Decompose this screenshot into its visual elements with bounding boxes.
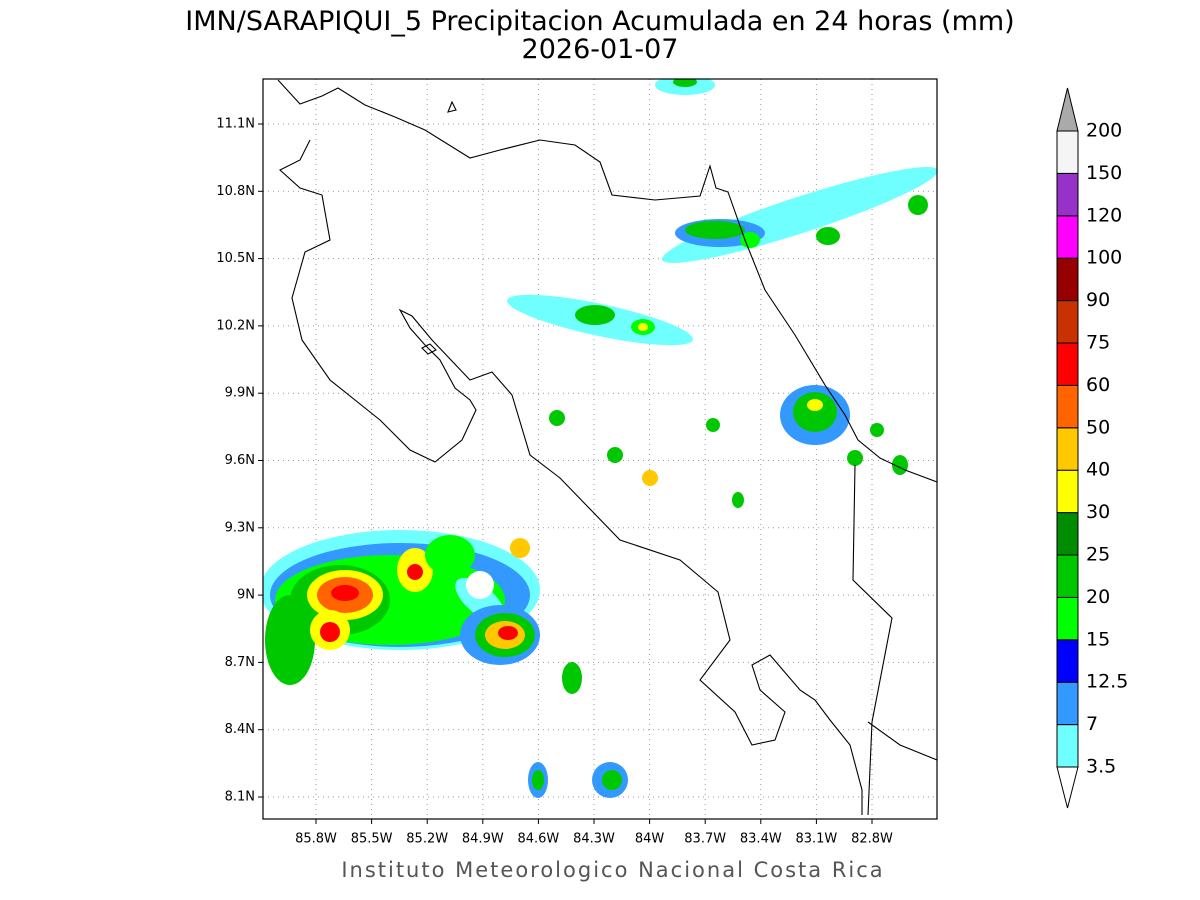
footer: Instituto Meteorologico Nacional Costa R… bbox=[341, 858, 884, 882]
precip-area bbox=[793, 392, 837, 432]
precip-area bbox=[847, 450, 863, 466]
colorbar-box bbox=[1056, 554, 1079, 598]
y-tick-label: 8.1N bbox=[225, 790, 255, 805]
colorbar-box bbox=[1056, 512, 1079, 556]
x-tick-label: 84.9W bbox=[462, 832, 504, 847]
colorbar-label: 150 bbox=[1086, 162, 1122, 184]
y-tick-label: 9N bbox=[237, 588, 255, 603]
precip-area bbox=[320, 622, 340, 642]
y-tick-label: 10.5N bbox=[216, 251, 255, 266]
colorbar-box bbox=[1056, 130, 1079, 174]
colorbar-label: 7 bbox=[1086, 713, 1098, 735]
precip-area bbox=[807, 399, 823, 411]
coast bbox=[867, 721, 937, 761]
colorbar-box bbox=[1056, 469, 1079, 514]
colorbar-label: 25 bbox=[1086, 544, 1110, 566]
precip-area bbox=[265, 595, 315, 685]
y-tick-label: 9.6N bbox=[225, 453, 255, 468]
precip-area bbox=[602, 770, 622, 790]
precip-area bbox=[562, 662, 582, 694]
colorbar-label: 100 bbox=[1086, 247, 1122, 269]
x-tick-label: 83.7W bbox=[684, 832, 726, 847]
y-tick-label: 9.3N bbox=[225, 520, 255, 535]
colorbar-label: 12.5 bbox=[1086, 671, 1128, 693]
x-tick-label: 85.2W bbox=[406, 832, 448, 847]
colorbar-box bbox=[1056, 342, 1079, 386]
precip-area bbox=[407, 564, 423, 580]
colorbar-box bbox=[1056, 257, 1079, 302]
precip-area bbox=[816, 227, 840, 245]
colorbar-label: 75 bbox=[1086, 332, 1110, 354]
precip-area bbox=[607, 447, 623, 463]
x-tick-label: 83.1W bbox=[795, 832, 837, 847]
border bbox=[852, 464, 893, 816]
colorbar-label: 50 bbox=[1086, 416, 1110, 438]
y-tick-label: 8.4N bbox=[225, 722, 255, 737]
y-tick-label: 10.8N bbox=[216, 184, 255, 199]
precip-field bbox=[263, 79, 937, 798]
y-tick-label: 11.1N bbox=[216, 117, 255, 132]
x-tick-label: 85.5W bbox=[351, 832, 393, 847]
colorbar-box bbox=[1056, 596, 1079, 641]
precip-area bbox=[466, 571, 494, 599]
coast bbox=[727, 191, 937, 483]
island bbox=[447, 100, 457, 113]
precip-area bbox=[575, 305, 615, 325]
y-tick-label: 9.9N bbox=[225, 386, 255, 401]
x-tick-label: 83.4W bbox=[740, 832, 782, 847]
precip-area bbox=[740, 232, 760, 248]
colorbar-box bbox=[1056, 639, 1079, 683]
precip-area bbox=[510, 538, 530, 558]
colorbar-over bbox=[1056, 87, 1079, 132]
precip-area bbox=[685, 221, 745, 239]
colorbar-box bbox=[1056, 724, 1079, 768]
colorbar-label: 200 bbox=[1086, 120, 1122, 142]
colorbar-box bbox=[1056, 681, 1079, 726]
precip-area bbox=[549, 410, 565, 426]
colorbar-box bbox=[1056, 384, 1079, 429]
colorbar-label: 60 bbox=[1086, 374, 1110, 396]
colorbar-label: 15 bbox=[1086, 628, 1110, 650]
precip-area bbox=[661, 167, 937, 263]
precip-area bbox=[732, 492, 744, 508]
colorbar-label: 90 bbox=[1086, 289, 1110, 311]
island bbox=[421, 343, 437, 355]
precip-area bbox=[706, 418, 720, 432]
coastline bbox=[277, 79, 937, 816]
precip-area bbox=[908, 195, 928, 215]
coast bbox=[279, 139, 863, 815]
map-frame bbox=[262, 78, 938, 820]
border bbox=[277, 79, 729, 201]
precip-area bbox=[425, 535, 475, 575]
y-tick-label: 8.7N bbox=[225, 655, 255, 670]
x-tick-label: 84.3W bbox=[573, 832, 615, 847]
colorbar-box bbox=[1056, 427, 1079, 471]
colorbar-box bbox=[1056, 172, 1079, 217]
grid bbox=[263, 79, 937, 819]
colorbar-under bbox=[1056, 766, 1079, 809]
colorbar-label: 30 bbox=[1086, 501, 1110, 523]
precip-area bbox=[638, 323, 648, 331]
precip-area bbox=[331, 585, 359, 601]
x-tick-label: 84.6W bbox=[517, 832, 559, 847]
colorbar: 3.5 7 12.5 15 20 25 30 40 50 60 75 90 100 120 150 200 bbox=[1056, 87, 1128, 809]
x-tick-label: 84W bbox=[635, 832, 665, 847]
precip-area bbox=[870, 423, 884, 437]
subtitle: 2026-01-07 bbox=[522, 34, 679, 65]
x-tick-label: 82.8W bbox=[851, 832, 893, 847]
colorbar-label: 120 bbox=[1086, 204, 1122, 226]
x-tick-label: 85.8W bbox=[295, 832, 337, 847]
precip-area bbox=[673, 79, 697, 87]
y-tick-label: 10.2N bbox=[216, 318, 255, 333]
title: IMN/SARAPIQUI_5 Precipitacion Acumulada … bbox=[185, 6, 1014, 37]
precip-area bbox=[532, 770, 544, 790]
colorbar-label: 20 bbox=[1086, 586, 1110, 608]
precip-area bbox=[498, 626, 518, 640]
precip-area bbox=[642, 470, 658, 486]
colorbar-label: 40 bbox=[1086, 459, 1110, 481]
colorbar-box bbox=[1056, 215, 1079, 259]
colorbar-box bbox=[1056, 300, 1079, 344]
colorbar-label: 3.5 bbox=[1086, 756, 1116, 778]
